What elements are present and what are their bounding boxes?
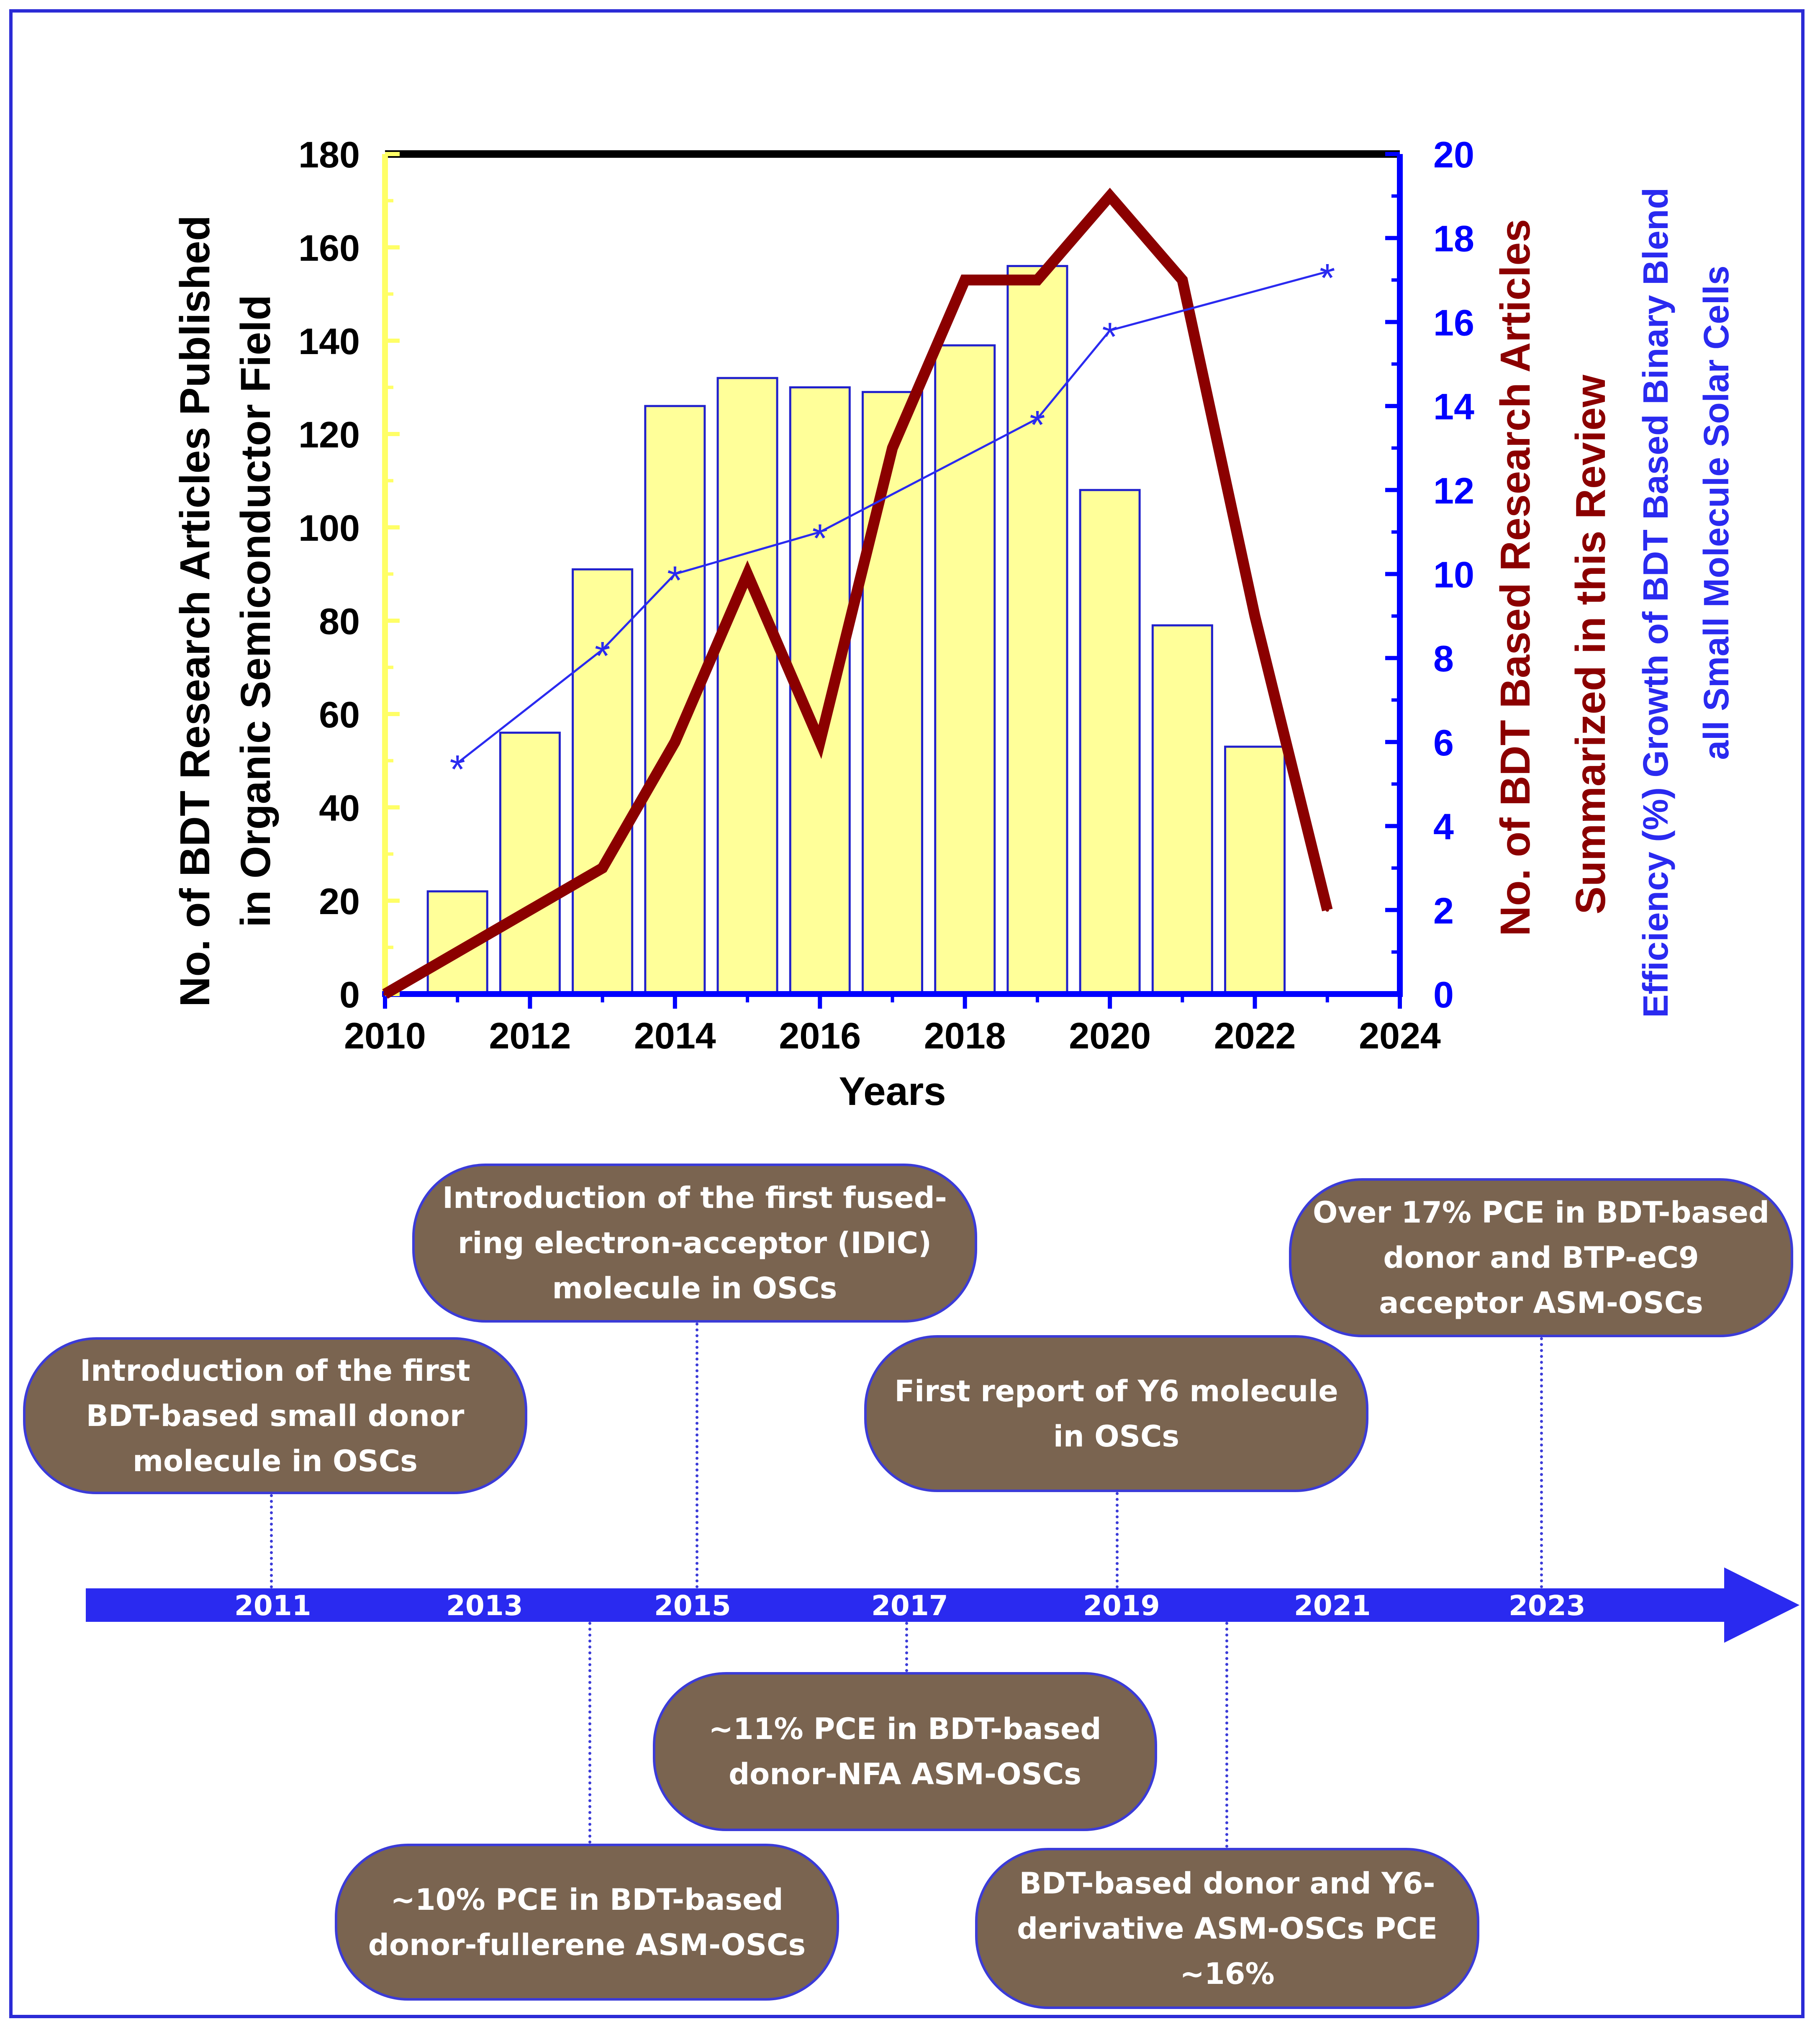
- right-tick-label-18: 18: [1433, 218, 1474, 259]
- bar-2021: [1151, 624, 1213, 995]
- x-tick-label-2010: 2010: [344, 1015, 426, 1056]
- timeline-year-2019: 2019: [1083, 1590, 1160, 1622]
- connector-event-6: [905, 1622, 908, 1672]
- bar-2013: [572, 568, 634, 995]
- red-line-point-2011: [456, 950, 459, 954]
- red-line-point-2010: [383, 992, 387, 996]
- bar-2017: [861, 391, 924, 995]
- right-axis-title-red-line2: Summarized in this Review: [1567, 375, 1614, 914]
- timeline-year-2011: 2011: [234, 1590, 311, 1622]
- right-tick-label-12: 12: [1433, 470, 1474, 511]
- left-tick-label-180: 180: [298, 134, 360, 175]
- left-tick-label-60: 60: [319, 694, 360, 735]
- right-tick-label-6: 6: [1433, 722, 1454, 763]
- blue-line-marker-2016: *: [812, 516, 828, 561]
- x-tick-label-2012: 2012: [489, 1015, 571, 1056]
- blue-line-series: [457, 270, 1328, 764]
- timeline-year-2015: 2015: [654, 1590, 731, 1622]
- left-tick-label-140: 140: [298, 321, 360, 362]
- right-tick-label-14: 14: [1433, 386, 1474, 427]
- red-line-point-2018: [963, 278, 967, 282]
- timeline-arrow-shape: [86, 1567, 1799, 1643]
- right-tick-label-0: 0: [1433, 974, 1454, 1015]
- event-bubble-nfa: ~11% PCE in BDT-based donor-NFA ASM-OSCs: [653, 1672, 1157, 1831]
- event-bubble-y6: First report of Y6 molecule in OSCs: [864, 1335, 1368, 1492]
- event-bubble-bdt-small-donor: Introduction of the first BDT-based smal…: [23, 1337, 527, 1494]
- timeline-year-2013: 2013: [446, 1590, 523, 1622]
- connector-event-7: [1225, 1622, 1228, 1848]
- event-bubble-fullerene: ~10% PCE in BDT-based donor-fullerene AS…: [335, 1844, 839, 2001]
- timeline-year-2023: 2023: [1509, 1590, 1586, 1622]
- red-line-point-2021: [1181, 278, 1184, 282]
- red-line-point-2013: [601, 866, 604, 870]
- red-line-point-2022: [1253, 614, 1257, 618]
- left-tick-label-120: 120: [298, 414, 360, 455]
- blue-line-marker-2014: *: [667, 558, 683, 603]
- red-line-series: [382, 188, 1333, 999]
- blue-line-marker-2023: *: [1319, 256, 1335, 301]
- right-tick-label-10: 10: [1433, 554, 1474, 596]
- connector-event-3: [1116, 1492, 1119, 1588]
- bar-2019: [1006, 265, 1068, 995]
- blue-line-marker-2020: *: [1102, 314, 1117, 359]
- right-tick-label-8: 8: [1433, 638, 1454, 679]
- red-line-point-2023: [1325, 908, 1329, 912]
- chart: 2010 2012 2014 2016 2018 2020 2022 2024Years020…: [172, 134, 1736, 1114]
- right-axis-title-blue-line2: all Small Molecule Solar Cells: [1697, 265, 1736, 760]
- connector-event-1: [270, 1494, 273, 1588]
- connector-event-2: [696, 1323, 698, 1588]
- left-tick-label-100: 100: [298, 507, 360, 549]
- x-tick-label-2020: 2020: [1069, 1015, 1151, 1056]
- blue-line-marker-2013: *: [595, 634, 610, 678]
- right-axis-title-blue-line1: Efficiency (%) Growth of BDT Based Binar…: [1636, 188, 1675, 1018]
- event-bubble-idic: Introduction of the first fused-ring ele…: [412, 1164, 977, 1323]
- red-line-point-2014: [673, 740, 677, 744]
- blue-line-marker-2011: *: [450, 747, 465, 792]
- red-line-point-2012: [528, 908, 532, 912]
- left-tick-label-80: 80: [319, 601, 360, 642]
- red-line-point-2019: [1035, 278, 1039, 282]
- bar-2022: [1224, 745, 1286, 995]
- x-tick-label-2016: 2016: [779, 1015, 861, 1056]
- x-axis-label: Years: [839, 1069, 946, 1114]
- red-line-point-2017: [891, 446, 894, 450]
- connector-event-5: [588, 1622, 591, 1844]
- connector-event-4: [1540, 1337, 1543, 1588]
- figure-frame: [9, 9, 1805, 2018]
- right-tick-label-4: 4: [1433, 806, 1454, 848]
- left-tick-label-160: 160: [298, 227, 360, 269]
- red-line-point-2015: [746, 572, 750, 576]
- bar-2012: [499, 732, 561, 995]
- red-line-point-2020: [1108, 194, 1112, 198]
- red-line-point-2016: [818, 740, 822, 744]
- blue-line-marker-2019: *: [1029, 403, 1045, 447]
- x-tick-label-2024: 2024: [1359, 1015, 1441, 1056]
- right-tick-label-20: 20: [1433, 134, 1474, 175]
- right-tick-label-16: 16: [1433, 302, 1474, 343]
- timeline-year-2017: 2017: [871, 1590, 948, 1622]
- event-bubble-y6-derivative: BDT-based donor and Y6-derivative ASM-OS…: [975, 1848, 1479, 2009]
- left-tick-label-40: 40: [319, 787, 360, 829]
- left-tick-label-0: 0: [339, 974, 360, 1015]
- left-axis-title-line1: No. of BDT Research Articles Published: [172, 215, 218, 1007]
- x-tick-label-2022: 2022: [1214, 1015, 1296, 1056]
- event-bubble-btp-ec9: Over 17% PCE in BDT-based donor and BTP-…: [1289, 1178, 1793, 1337]
- right-tick-label-2: 2: [1433, 890, 1454, 931]
- left-axis-title-line2: in Organic Semiconductor Field: [232, 295, 279, 927]
- bar-2018: [934, 344, 996, 995]
- x-tick-label-2018: 2018: [924, 1015, 1006, 1056]
- left-tick-label-20: 20: [319, 881, 360, 922]
- timeline-year-2021: 2021: [1294, 1590, 1371, 1622]
- right-axis-title-red-line1: No. of BDT Based Research Articles: [1492, 219, 1539, 936]
- x-tick-label-2014: 2014: [634, 1015, 716, 1056]
